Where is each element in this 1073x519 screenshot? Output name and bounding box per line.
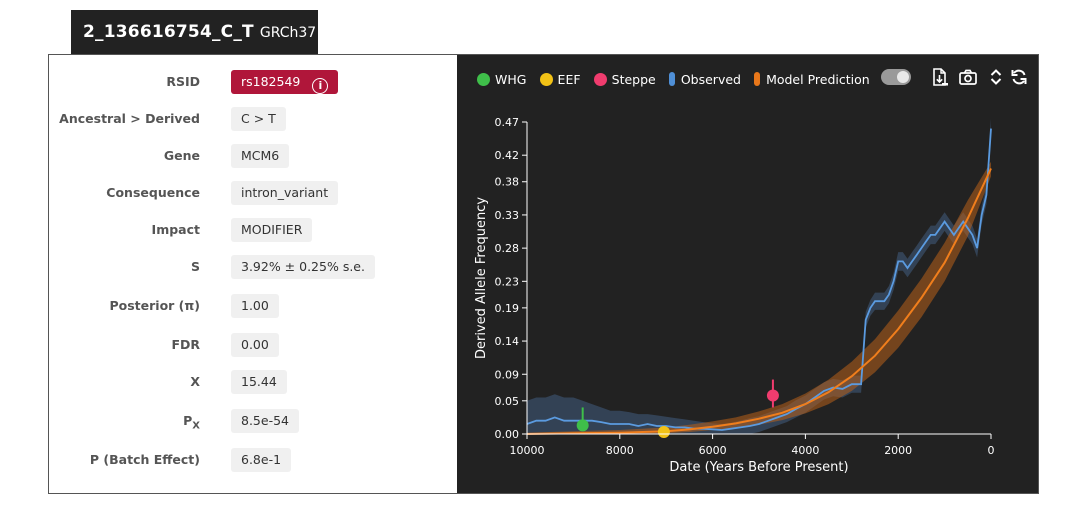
x-tick-label: 0 <box>988 444 995 457</box>
y-tick-label: 0.19 <box>495 302 520 315</box>
x-tick-label: 2000 <box>884 444 912 457</box>
legend-item-whg[interactable]: WHG <box>477 72 526 87</box>
y-tick-label: 0.23 <box>495 275 520 288</box>
y-tick-label: 0.05 <box>495 395 520 408</box>
x-tick-label: 8000 <box>606 444 634 457</box>
gene-value: MCM6 <box>231 144 290 168</box>
chi-square-label: X <box>190 374 200 389</box>
info-icon[interactable]: i <box>312 78 329 94</box>
fdr-label: FDR <box>171 337 200 352</box>
y-tick-label: 0.38 <box>495 176 520 189</box>
row-batch-effect: P (Batch Effect) 6.8e-1 <box>49 448 457 472</box>
variant-tab[interactable]: 2_136616754_C_T GRCh37 <box>71 10 318 54</box>
ancestral-derived-value: C > T <box>231 107 286 131</box>
row-chi-square: X 15.44 <box>49 370 457 394</box>
batch-effect-value: 6.8e-1 <box>231 448 292 472</box>
chi-square-value: 15.44 <box>231 370 287 394</box>
legend-label-steppe: Steppe <box>611 72 656 87</box>
row-rsid: RSID rs182549 i <box>49 70 457 94</box>
refresh-icon[interactable] <box>1009 67 1029 87</box>
y-axis-title: Derived Allele Frequency <box>474 197 489 359</box>
observed-series-line <box>526 128 992 431</box>
legend-label-model: Model Prediction <box>766 72 870 87</box>
selection-coefficient-value: 3.92% ± 0.25% s.e. <box>231 255 375 279</box>
camera-icon[interactable] <box>958 67 978 87</box>
legend-swatch-eef <box>539 73 553 86</box>
x-tick-label: 6000 <box>699 444 727 457</box>
p-chi-label-main: P <box>183 413 193 428</box>
variant-info-table: RSID rs182549 i Ancestral > Derived C > T… <box>49 55 457 493</box>
ancestral-derived-label: Ancestral > Derived <box>59 111 200 126</box>
y-tick-label: 0.33 <box>495 209 520 222</box>
row-fdr: FDR 0.00 <box>49 333 457 357</box>
p-chi-label-sub: X <box>192 420 200 432</box>
legend-swatch-whg <box>477 73 490 86</box>
fdr-value: 0.00 <box>231 333 279 357</box>
legend-label-observed: Observed <box>680 72 741 87</box>
display-toggle[interactable] <box>881 69 911 85</box>
legend-label-eef: EEF <box>557 72 581 87</box>
variant-id: 2_136616754_C_T <box>83 22 254 42</box>
consequence-label: Consequence <box>106 185 200 200</box>
x-tick-label: 10000 <box>510 444 545 457</box>
legend-swatch-model <box>754 72 761 86</box>
rsid-label: RSID <box>166 74 200 89</box>
allele-frequency-chart: 0.00 0.05 0.09 0.14 0.19 0.23 0.28 0.33 0.38 0.42… <box>474 116 995 475</box>
toggle-knob <box>897 71 909 83</box>
legend-item-eef[interactable]: EEF <box>539 72 581 87</box>
selection-coefficient-label: S <box>190 259 200 274</box>
genome-assembly: GRCh37 <box>259 25 317 41</box>
download-data-icon[interactable] <box>930 67 950 87</box>
y-tick-label: 0.42 <box>495 149 520 162</box>
gene-label: Gene <box>163 148 200 163</box>
row-selection-coefficient: S 3.92% ± 0.25% s.e. <box>49 255 457 279</box>
row-consequence: Consequence intron_variant <box>49 181 457 205</box>
point-whg <box>576 419 589 432</box>
row-p-chi: PX 8.5e-54 <box>49 409 457 433</box>
chart-panel: WHG EEF Steppe Observed Model Prediction <box>457 55 1038 493</box>
legend-swatch-steppe <box>593 73 607 86</box>
legend-label-whg: WHG <box>495 72 527 87</box>
point-steppe <box>766 389 779 402</box>
batch-effect-label: P (Batch Effect) <box>89 452 200 467</box>
legend-item-observed[interactable]: Observed <box>668 72 741 87</box>
y-tick-label: 0.00 <box>495 428 520 441</box>
variant-card: RSID rs182549 i Ancestral > Derived C > T… <box>48 54 1039 494</box>
row-ancestral-derived: Ancestral > Derived C > T <box>49 107 457 131</box>
x-axis-title: Date (Years Before Present) <box>669 460 848 475</box>
p-chi-value: 8.5e-54 <box>231 409 299 433</box>
rsid-badge[interactable]: rs182549 i <box>231 70 339 94</box>
x-tick-label: 4000 <box>791 444 819 457</box>
row-posterior: Posterior (π) 1.00 <box>49 294 457 318</box>
chart-legend: WHG EEF Steppe Observed Model Prediction <box>477 69 878 89</box>
model-confidence-band <box>527 161 991 435</box>
p-chi-label: PX <box>183 413 200 432</box>
y-tick-label: 0.14 <box>495 335 520 348</box>
y-tick-label: 0.28 <box>495 242 520 255</box>
row-impact: Impact MODIFIER <box>49 218 457 242</box>
observed-confidence-band <box>527 118 991 434</box>
posterior-value: 1.00 <box>231 294 279 318</box>
expand-vertical-icon[interactable] <box>986 67 1006 87</box>
legend-item-model[interactable]: Model Prediction <box>754 72 870 87</box>
posterior-label: Posterior (π) <box>109 298 200 313</box>
legend-item-steppe[interactable]: Steppe <box>593 72 656 87</box>
impact-label: Impact <box>151 222 200 237</box>
impact-value: MODIFIER <box>231 218 313 242</box>
legend-swatch-observed <box>668 72 675 86</box>
consequence-value: intron_variant <box>231 181 339 205</box>
rsid-value: rs182549 <box>241 74 301 89</box>
y-tick-label: 0.47 <box>495 116 520 129</box>
row-gene: Gene MCM6 <box>49 144 457 168</box>
point-eef <box>657 426 670 439</box>
y-tick-label: 0.09 <box>495 368 520 381</box>
